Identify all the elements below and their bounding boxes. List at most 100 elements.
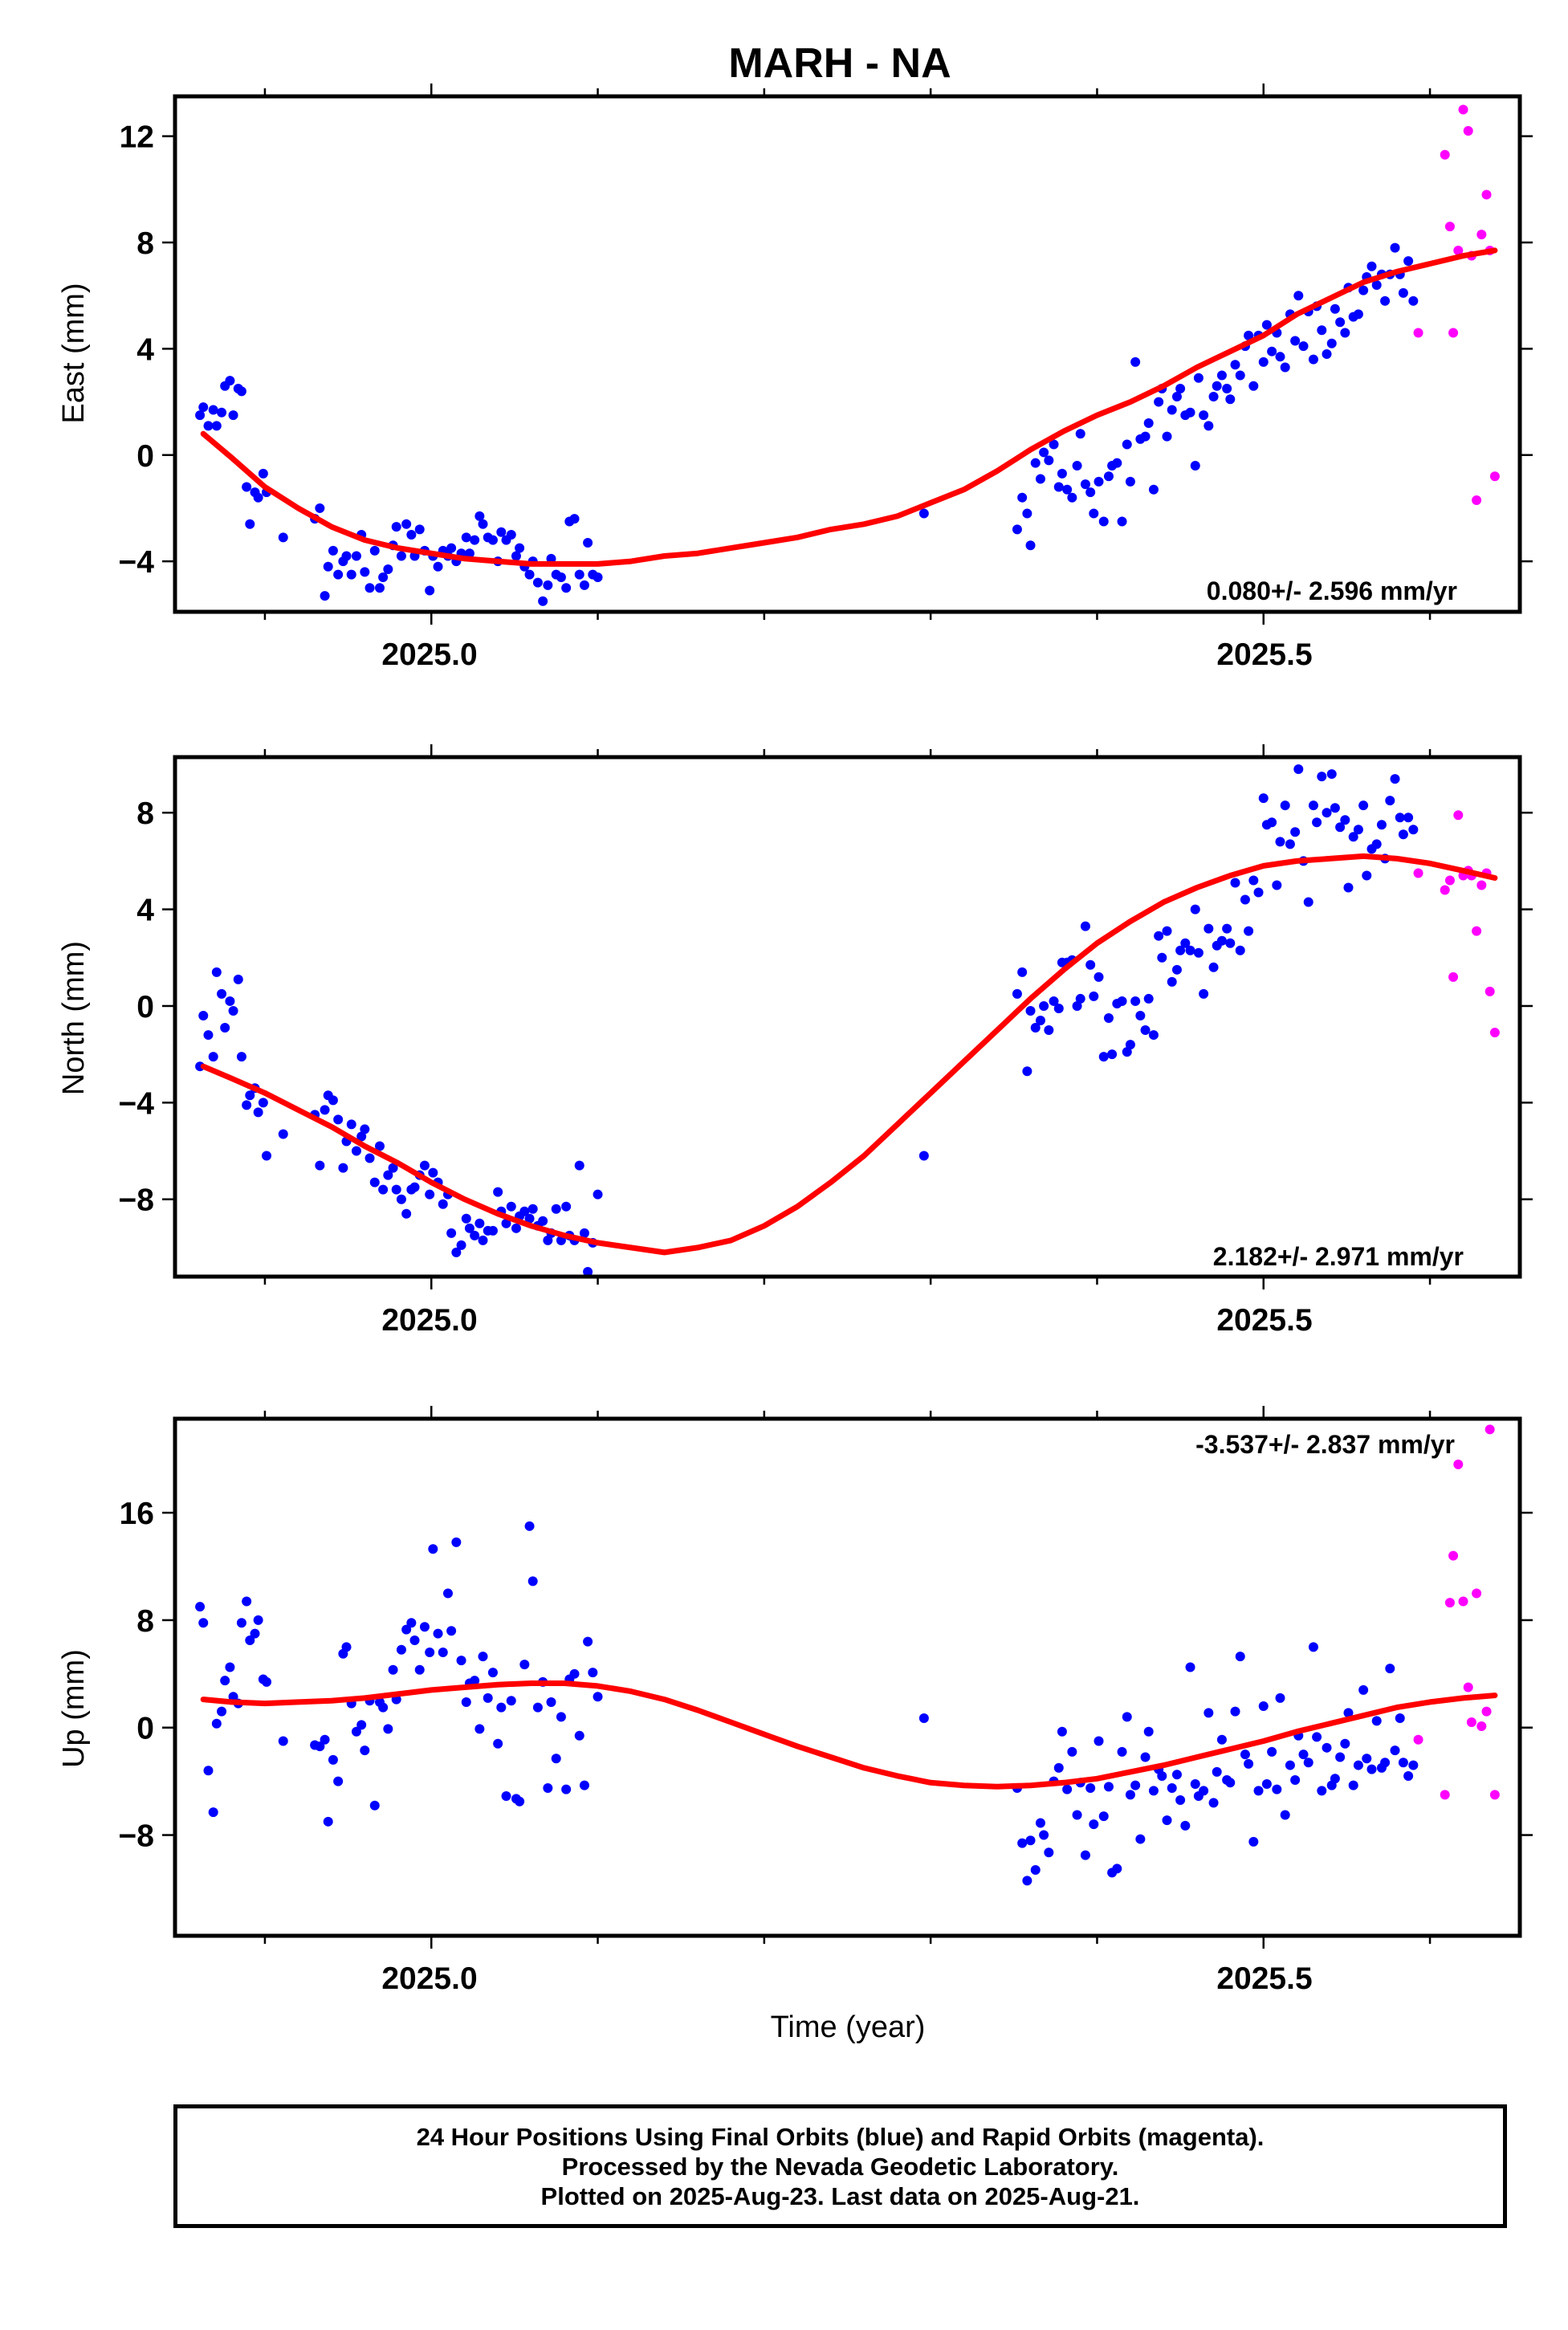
north-xtick-label-2025-0: 2025.0 (381, 1303, 477, 1338)
north-final-point (551, 1204, 561, 1214)
north-final-point (1049, 996, 1059, 1006)
north-ytick-label: −4 (119, 1086, 155, 1121)
up-final-point (515, 1796, 525, 1807)
east-final-point (1235, 370, 1245, 381)
north-final-point (1275, 837, 1285, 847)
north-final-point (1135, 1010, 1146, 1020)
north-final-point (258, 1098, 268, 1108)
up-final-point (1403, 1770, 1414, 1781)
up-final-point (1335, 1752, 1346, 1762)
up-rapid-point (1481, 1706, 1492, 1717)
up-final-point (1358, 1684, 1369, 1695)
up-final-point (1157, 1770, 1167, 1781)
up-final-point (583, 1636, 593, 1647)
north-final-point (501, 1218, 511, 1228)
north-final-point (1117, 996, 1127, 1006)
up-final-point (1371, 1716, 1382, 1726)
east-final-point (574, 569, 584, 580)
north-final-point (1293, 764, 1304, 775)
north-final-point (1408, 825, 1419, 835)
north-ytick-label: −8 (119, 1183, 154, 1218)
north-final-point (320, 1105, 330, 1115)
east-final-point (1244, 330, 1254, 340)
up-final-point (1135, 1834, 1146, 1844)
east-final-point (217, 407, 227, 418)
up-rapid-point (1440, 1790, 1450, 1800)
up-final-point (543, 1783, 553, 1793)
east-rapid-point (1444, 222, 1455, 232)
north-final-point (203, 1030, 214, 1041)
east-final-point (203, 421, 214, 431)
up-final-point (1230, 1706, 1240, 1717)
north-final-point (506, 1201, 516, 1212)
up-plot-area (195, 1424, 1500, 1886)
east-final-point (1290, 336, 1301, 346)
up-final-point (1162, 1815, 1172, 1826)
north-rapid-point (1444, 875, 1455, 886)
north-rapid-point (1413, 868, 1423, 878)
up-final-point (1235, 1652, 1245, 1662)
east-final-point (1293, 291, 1304, 301)
up-final-point (217, 1706, 227, 1717)
north-final-point (391, 1184, 401, 1195)
east-final-point (1012, 524, 1022, 535)
east-final-point (1140, 431, 1151, 442)
north-final-point (428, 1167, 438, 1178)
east-final-point (253, 492, 263, 503)
up-final-point (1275, 1693, 1285, 1703)
up-final-point (1167, 1783, 1177, 1793)
east-final-point (1199, 410, 1209, 421)
north-final-point (593, 1189, 603, 1200)
east-final-point (1080, 479, 1090, 490)
up-final-point (561, 1784, 572, 1794)
east-final-point (1340, 328, 1350, 338)
east-final-point (1089, 508, 1099, 519)
east-final-point (1039, 447, 1049, 458)
up-final-point (556, 1712, 566, 1722)
up-final-point (242, 1596, 252, 1607)
north-final-point (1235, 945, 1245, 955)
up-final-point (369, 1800, 380, 1811)
up-final-point (1180, 1820, 1191, 1831)
north-final-point (333, 1114, 344, 1125)
north-final-point (236, 1052, 246, 1062)
east-final-point (1203, 421, 1214, 431)
north-final-point (1080, 921, 1090, 931)
footer-line-3: Plotted on 2025-Aug-23. Last data on 202… (540, 2181, 1140, 2210)
up-ytick-label: 8 (136, 1604, 154, 1639)
north-rapid-point (1440, 885, 1450, 895)
north-final-point (1208, 962, 1219, 972)
up-final-point (1089, 1819, 1099, 1830)
east-final-point (1230, 360, 1240, 370)
footer-line-1: 24 Hour Positions Using Final Orbits (bl… (416, 2122, 1265, 2151)
east-final-point (225, 376, 235, 386)
east-final-point (1098, 516, 1109, 527)
north-rate: 2.182+/- 2.971 mm/yr (1213, 1242, 1464, 1271)
up-final-point (425, 1648, 435, 1658)
east-final-point (1216, 370, 1227, 381)
up-final-point (1267, 1746, 1277, 1757)
up-final-point (1253, 1786, 1264, 1796)
up-final-point (1353, 1760, 1363, 1770)
east-final-point (1030, 458, 1041, 468)
east-final-point (478, 519, 488, 529)
north-final-point (1122, 1047, 1132, 1057)
east-rapid-point (1472, 495, 1482, 506)
north-final-point (1203, 923, 1214, 934)
up-final-point (1398, 1758, 1408, 1768)
up-final-point (1122, 1712, 1132, 1722)
north-final-point (1240, 894, 1250, 905)
east-rapid-point (1440, 149, 1450, 160)
up-final-point (245, 1635, 255, 1645)
up-rate: -3.537+/- 2.837 mm/yr (1195, 1430, 1455, 1459)
up-final-point (1408, 1760, 1419, 1770)
up-final-point (1171, 1770, 1182, 1780)
east-final-point (1094, 476, 1104, 487)
north-final-point (1348, 832, 1358, 842)
up-final-point (438, 1648, 448, 1658)
up-final-point (1312, 1732, 1322, 1742)
north-final-point (1053, 1003, 1064, 1013)
north-ytick-label: 4 (136, 894, 154, 928)
up-final-point (1285, 1760, 1295, 1770)
up-final-point (1216, 1734, 1227, 1745)
